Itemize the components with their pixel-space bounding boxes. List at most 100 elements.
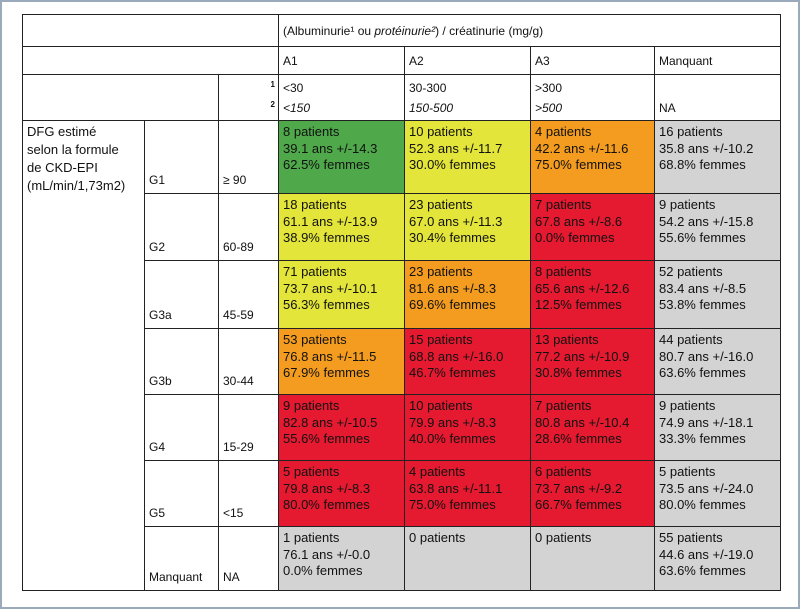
cell-line: 73.7 ans +/-9.2: [535, 480, 623, 496]
row-label: DFG estimé selon la formule de CKD-EPI (mL/…: [22, 120, 145, 591]
cell-line: 18 patients: [283, 197, 347, 212]
cell-line: 7 patients: [535, 197, 592, 212]
table-row: G5 <15 5 patients 79.8 ans +/-8.3 80.0% femm…: [23, 460, 781, 527]
data-cell: 44 patients 80.7 ans +/-16.0 63.6% femmes: [654, 328, 781, 395]
data-cell: 71 patients 73.7 ans +/-10.1 56.3% femmes: [278, 260, 405, 329]
cell-line: 82.8 ans +/-10.5: [283, 414, 378, 430]
range-label: 45-59: [218, 260, 279, 329]
albuminuria-threshold: <30: [283, 81, 304, 95]
threshold-cell: NA: [654, 74, 781, 121]
marker: 2: [270, 100, 275, 109]
cell-line: 5 patients: [659, 464, 716, 479]
proteinuria-threshold: <150: [283, 101, 311, 115]
table-body: (Albuminurie¹ ou protéinurie²) / créatin…: [22, 14, 781, 591]
cell-line: 79.8 ans +/-8.3: [283, 480, 371, 496]
column-header: A1: [278, 46, 405, 75]
cell-line: 23 patients: [409, 264, 473, 279]
title-part: (Albuminurie¹ ou: [283, 23, 375, 38]
data-cell: 23 patients 81.6 ans +/-8.3 69.6% femmes: [404, 260, 531, 329]
data-cell: 13 patients 77.2 ans +/-10.9 30.8% femmes: [530, 328, 655, 395]
threshold-cell: >300 >500: [530, 74, 655, 121]
marker: 1: [270, 80, 275, 89]
data-cell: 9 patients 54.2 ans +/-15.8 55.6% femmes: [654, 193, 781, 261]
cell-line: 10 patients: [409, 398, 473, 413]
cell-line: 28.6% femmes: [535, 431, 622, 446]
title-part: protéinurie²: [374, 23, 436, 38]
cell-line: 0 patients: [535, 530, 592, 545]
cell-line: 33.3% femmes: [659, 431, 746, 446]
data-cell: 5 patients 79.8 ans +/-8.3 80.0% femmes: [278, 460, 405, 527]
stage-label: G3a: [144, 260, 219, 329]
stage-label: Manquant: [144, 526, 219, 591]
cell-line: 44 patients: [659, 332, 723, 347]
cell-line: 6 patients: [535, 464, 592, 479]
cell-line: 0.0% femmes: [535, 230, 615, 245]
row-label-line: selon la formule: [27, 142, 119, 157]
cell-line: 42.2 ans +/-11.6: [535, 140, 629, 156]
cell-line: 67.8 ans +/-8.6: [535, 213, 623, 229]
title-part: ) / créatinurie (mg/g): [435, 23, 544, 38]
cell-line: 73.7 ans +/-10.1: [283, 280, 378, 296]
cell-line: 4 patients: [535, 124, 592, 139]
cell-line: 61.1 ans +/-13.9: [283, 213, 378, 229]
cell-line: 73.5 ans +/-24.0: [659, 480, 754, 496]
cell-line: 80.7 ans +/-16.0: [659, 348, 754, 364]
column-header: A2: [404, 46, 531, 75]
cell-line: 7 patients: [535, 398, 592, 413]
range-label: <15: [218, 460, 279, 527]
empty-cell: [22, 14, 279, 47]
table-row: 1 2 <30 <150 30-300 150-500 >300 >500 NA: [22, 74, 781, 121]
range-label: 30-44: [218, 328, 279, 395]
proteinuria-threshold: 150-500: [409, 101, 454, 115]
row-label-line: (mL/min/1,73m2): [27, 178, 126, 193]
stage-label: G1: [144, 120, 219, 194]
cell-line: 54.2 ans +/-15.8: [659, 213, 754, 229]
cell-line: 66.7% femmes: [535, 497, 622, 512]
cell-line: 80.0% femmes: [659, 497, 746, 512]
range-label: 15-29: [218, 394, 279, 461]
data-cell: 16 patients 35.8 ans +/-10.2 68.8% femmes: [654, 120, 781, 194]
data-cell: 5 patients 73.5 ans +/-24.0 80.0% femmes: [654, 460, 781, 527]
column-header: A3: [530, 46, 655, 75]
cell-line: 5 patients: [283, 464, 340, 479]
range-label: ≥ 90: [218, 120, 279, 194]
cell-line: 9 patients: [659, 197, 716, 212]
data-cell: 52 patients 83.4 ans +/-8.5 53.8% femmes: [654, 260, 781, 329]
table-row: G3a 45-59 71 patients 73.7 ans +/-10.1 56.3%…: [23, 260, 781, 329]
cell-line: 4 patients: [409, 464, 466, 479]
table-row: Manquant NA 1 patients 76.1 ans +/-0.0 0.0% …: [23, 526, 781, 591]
cell-line: 55 patients: [659, 530, 723, 545]
data-cell: 1 patients 76.1 ans +/-0.0 0.0% femmes: [278, 526, 405, 591]
data-cell: 53 patients 76.8 ans +/-11.5 67.9% femmes: [278, 328, 405, 395]
cell-line: 40.0% femmes: [409, 431, 496, 446]
data-cell: 4 patients 63.8 ans +/-11.1 75.0% femmes: [404, 460, 531, 527]
data-cell: 9 patients 74.9 ans +/-18.1 33.3% femmes: [654, 394, 781, 461]
cell-line: 79.9 ans +/-8.3: [409, 414, 497, 430]
cell-line: 12.5% femmes: [535, 297, 622, 312]
cell-line: 0 patients: [409, 530, 466, 545]
data-cell: 8 patients 39.1 ans +/-14.3 62.5% femmes: [278, 120, 405, 194]
data-cell: 10 patients 79.9 ans +/-8.3 40.0% femmes: [404, 394, 531, 461]
cell-line: 76.1 ans +/-0.0: [283, 546, 371, 562]
table-row: (Albuminurie¹ ou protéinurie²) / créatin…: [22, 14, 781, 47]
proteinuria-threshold: NA: [659, 101, 676, 115]
range-label: 60-89: [218, 193, 279, 261]
row-label-line: de CKD-EPI: [27, 160, 98, 175]
data-cell: 8 patients 65.6 ans +/-12.6 12.5% femmes: [530, 260, 655, 329]
cell-line: 38.9% femmes: [283, 230, 370, 245]
cell-line: 0.0% femmes: [283, 563, 363, 578]
cell-line: 46.7% femmes: [409, 365, 496, 380]
stage-label: G4: [144, 394, 219, 461]
stage-label: G5: [144, 460, 219, 527]
data-cell: 6 patients 73.7 ans +/-9.2 66.7% femmes: [530, 460, 655, 527]
cell-line: 16 patients: [659, 124, 723, 139]
threshold-cell: 30-300 150-500: [404, 74, 531, 121]
cell-line: 62.5% femmes: [283, 157, 370, 172]
cell-line: 9 patients: [283, 398, 340, 413]
table-row: G3b 30-44 53 patients 76.8 ans +/-11.5 67.9%…: [23, 328, 781, 395]
cell-line: 53.8% femmes: [659, 297, 746, 312]
stage-label: G3b: [144, 328, 219, 395]
data-cell: 0 patients: [530, 526, 655, 591]
